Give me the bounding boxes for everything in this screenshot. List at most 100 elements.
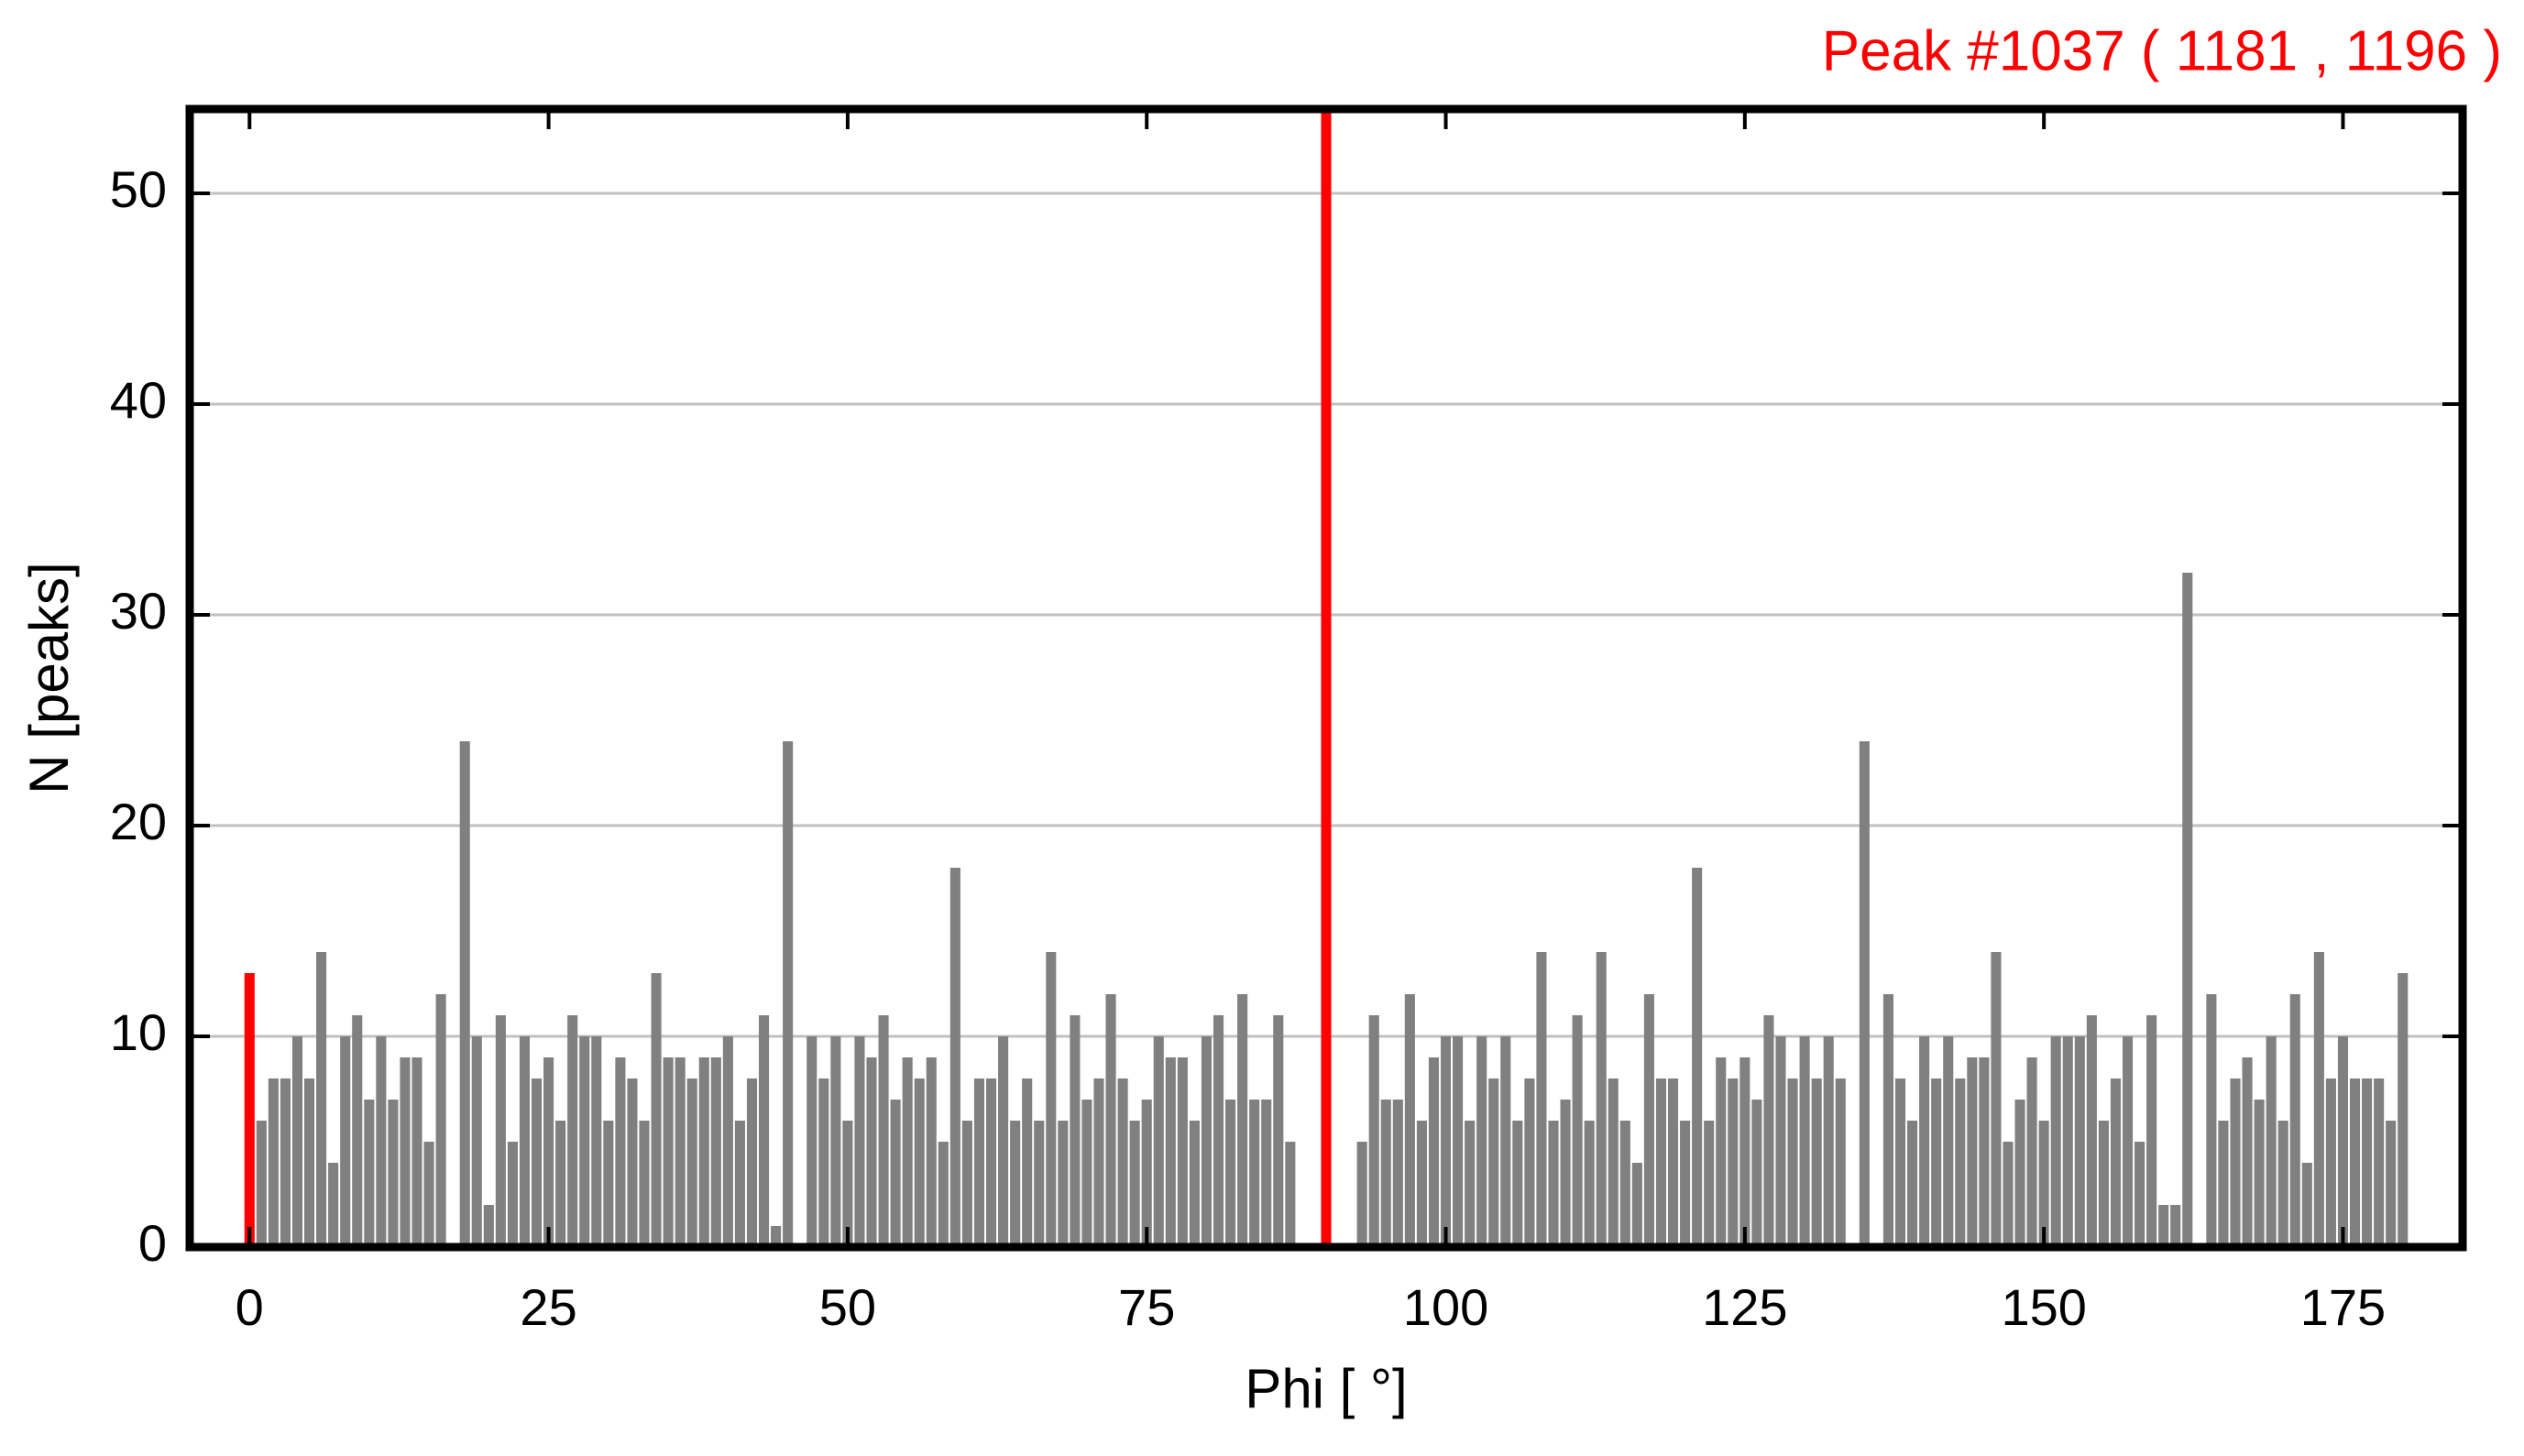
- bar: [783, 741, 794, 1247]
- bar: [2110, 1078, 2122, 1247]
- bar: [591, 1036, 602, 1247]
- bar: [830, 1036, 841, 1247]
- bar: [400, 1057, 411, 1247]
- bar: [244, 973, 255, 1247]
- bar: [1500, 1036, 1511, 1247]
- bar: [746, 1078, 758, 1247]
- bar: [256, 1121, 267, 1247]
- bar: [1404, 994, 1415, 1247]
- bar: [1907, 1121, 1918, 1247]
- x-tick-label: 150: [2001, 1278, 2086, 1336]
- bar: [2230, 1078, 2241, 1247]
- bar: [1763, 1015, 1774, 1247]
- x-tick-label: 50: [819, 1278, 876, 1336]
- bar: [1165, 1057, 1176, 1247]
- bar: [1058, 1121, 1069, 1247]
- bar: [961, 1121, 972, 1247]
- bar: [1213, 1015, 1224, 1247]
- bar: [758, 1015, 770, 1247]
- bar: [352, 1015, 363, 1247]
- bar: [734, 1121, 745, 1247]
- bar: [771, 1226, 782, 1247]
- bar: [388, 1100, 399, 1247]
- bar: [2074, 1036, 2085, 1247]
- bar: [2050, 1036, 2061, 1247]
- bar: [2325, 1078, 2336, 1247]
- bar: [2337, 1036, 2349, 1247]
- bar: [1584, 1121, 1595, 1247]
- bar: [2122, 1036, 2134, 1247]
- bar: [268, 1078, 279, 1247]
- y-tick-label: 30: [110, 582, 167, 640]
- bar: [2026, 1057, 2037, 1247]
- bar: [686, 1078, 697, 1247]
- bar: [1512, 1121, 1523, 1247]
- bar: [2158, 1205, 2169, 1247]
- bar: [1524, 1078, 1535, 1247]
- bar: [603, 1121, 614, 1247]
- bar: [495, 1015, 506, 1247]
- bar: [1799, 1036, 1810, 1247]
- bar: [1225, 1100, 1236, 1247]
- bar: [1536, 952, 1547, 1247]
- bar: [1811, 1078, 1822, 1247]
- bar: [675, 1057, 686, 1247]
- bar: [1716, 1057, 1727, 1247]
- bar: [1249, 1100, 1260, 1247]
- bar: [1943, 1036, 1954, 1247]
- bar: [1285, 1142, 1296, 1247]
- bar: [1692, 868, 1703, 1247]
- bar: [914, 1078, 925, 1247]
- x-tick-label: 100: [1403, 1278, 1488, 1336]
- bar: [531, 1078, 543, 1247]
- bar: [1931, 1078, 1942, 1247]
- bar: [1177, 1057, 1188, 1247]
- y-tick-label: 50: [110, 160, 167, 218]
- bar: [1991, 952, 2002, 1247]
- bar: [1608, 1078, 1619, 1247]
- bar: [949, 868, 960, 1247]
- axes: 0 10 20 30 40 50 0 25 50 75 100 125 150 175: [110, 109, 2463, 1336]
- bar: [938, 1142, 949, 1247]
- bar: [1967, 1057, 1978, 1247]
- bar: [1034, 1121, 1045, 1247]
- bar: [2062, 1036, 2073, 1247]
- x-tick-label: 125: [1702, 1278, 1787, 1336]
- bar: [1416, 1121, 1427, 1247]
- bars: [244, 109, 2409, 1247]
- bar: [1919, 1036, 1930, 1247]
- bar: [435, 994, 446, 1247]
- bar: [1476, 1036, 1487, 1247]
- bar: [722, 1036, 733, 1247]
- bar: [1070, 1015, 1081, 1247]
- bar: [1440, 1036, 1452, 1247]
- bar: [1081, 1100, 1092, 1247]
- bar: [854, 1036, 865, 1247]
- bar: [2134, 1142, 2145, 1247]
- bar: [2374, 1078, 2385, 1247]
- bar: [1835, 1078, 1846, 1247]
- bar: [364, 1100, 375, 1247]
- bar: [2038, 1121, 2049, 1247]
- bar: [1105, 994, 1116, 1247]
- plot-frame: [185, 104, 2467, 1252]
- bar: [2003, 1142, 2014, 1247]
- bar: [1356, 1142, 1367, 1247]
- bar: [1548, 1121, 1559, 1247]
- bar: [710, 1057, 721, 1247]
- bar: [2146, 1015, 2157, 1247]
- bar: [1321, 109, 1332, 1247]
- bar: [890, 1100, 901, 1247]
- bar: [1189, 1121, 1200, 1247]
- bar: [663, 1057, 674, 1247]
- bar: [1010, 1121, 1021, 1247]
- bar: [340, 1036, 351, 1247]
- bar: [507, 1142, 518, 1247]
- bar: [1787, 1078, 1798, 1247]
- y-tick-label: 0: [138, 1214, 167, 1272]
- bar: [2182, 573, 2193, 1247]
- bar: [1894, 1078, 1906, 1247]
- bar: [2086, 1015, 2097, 1247]
- bar: [902, 1057, 913, 1247]
- bar: [1392, 1100, 1403, 1247]
